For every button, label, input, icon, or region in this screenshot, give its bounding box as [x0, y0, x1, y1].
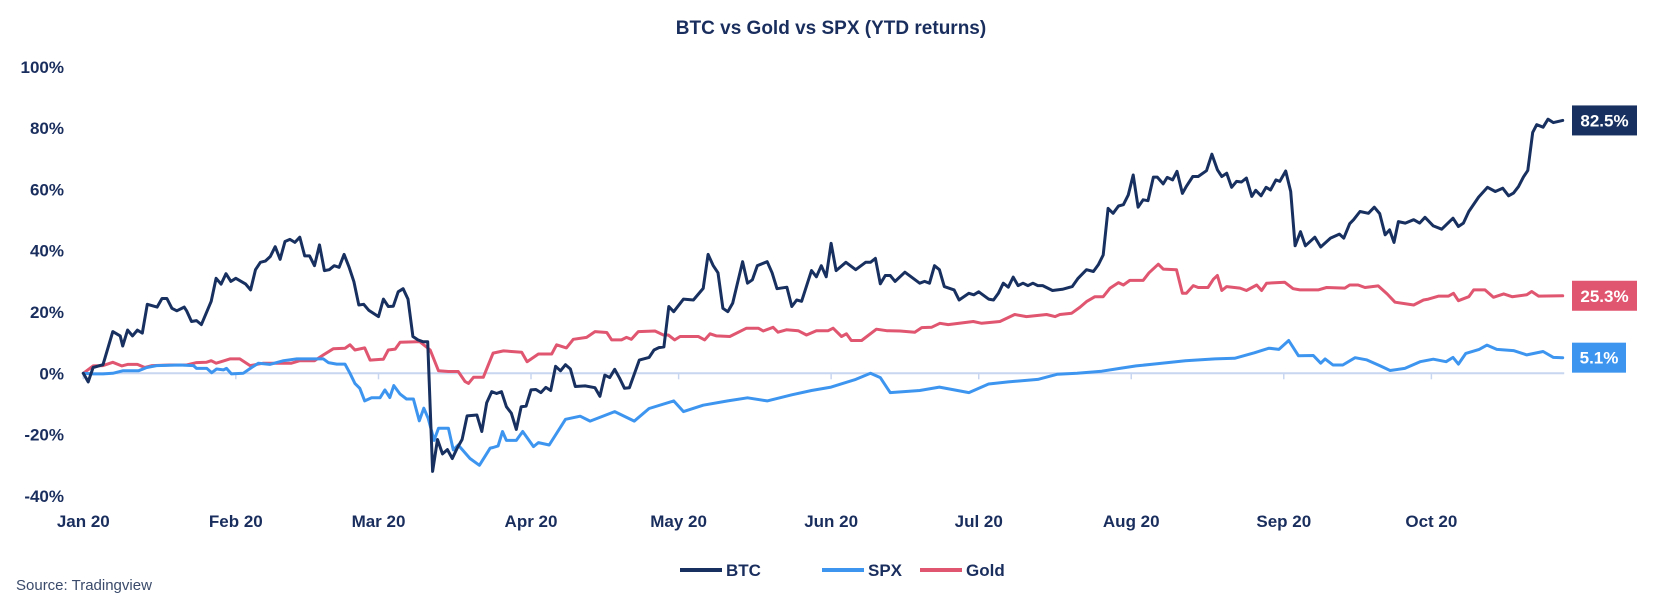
y-tick-label: 0% — [39, 364, 64, 383]
series-lines — [81, 117, 1565, 473]
series-line-spx — [81, 339, 1565, 467]
x-tick-label: Mar 20 — [352, 512, 406, 531]
x-tick-label: Oct 20 — [1405, 512, 1457, 531]
end-label-gold: 25.3% — [1572, 280, 1637, 311]
end-value-labels: 82.5% 5.1% 25.3% — [1572, 105, 1637, 373]
x-tick-label: Apr 20 — [505, 512, 558, 531]
end-label-box — [1572, 105, 1637, 136]
y-tick-label: -20% — [24, 426, 64, 445]
x-tick-label: Jul 20 — [955, 512, 1003, 531]
legend-label: Gold — [966, 561, 1005, 580]
y-tick-label: 100% — [21, 58, 64, 77]
y-tick-label: 60% — [30, 180, 64, 199]
series-line-gold — [81, 262, 1565, 385]
source-note: Source: Tradingview — [16, 577, 152, 594]
end-label-box — [1572, 280, 1637, 311]
legend-item-spx: SPX — [822, 561, 903, 580]
y-tick-label: 40% — [30, 242, 64, 261]
x-tick-label: Aug 20 — [1103, 512, 1160, 531]
legend: BTC SPX Gold — [680, 561, 1005, 580]
x-tick-label: Jan 20 — [57, 512, 110, 531]
y-tick-label: -40% — [24, 487, 64, 506]
x-tick-label: Jun 20 — [804, 512, 858, 531]
x-tick-label: Sep 20 — [1256, 512, 1311, 531]
series-line-btc — [81, 117, 1565, 473]
end-label-box — [1572, 342, 1626, 373]
y-tick-label: 20% — [30, 303, 64, 322]
x-tick-label: Feb 20 — [209, 512, 263, 531]
legend-item-gold: Gold — [920, 561, 1005, 580]
end-label-text: 5.1% — [1580, 349, 1619, 368]
y-axis: -40% -20% 0% 20% 40% 60% 80% 100% — [21, 58, 64, 506]
x-axis: Jan 20 Feb 20 Mar 20 Apr 20 May 20 Jun 20 Jul … — [57, 372, 1565, 531]
x-tick-label: May 20 — [650, 512, 707, 531]
chart-title: BTC vs Gold vs SPX (YTD returns) — [676, 18, 986, 39]
end-label-spx: 5.1% — [1572, 342, 1626, 373]
end-label-btc: 82.5% — [1572, 105, 1637, 136]
end-label-text: 25.3% — [1580, 287, 1628, 306]
legend-item-btc: BTC — [680, 561, 761, 580]
end-label-text: 82.5% — [1580, 111, 1628, 130]
y-tick-label: 80% — [30, 119, 64, 138]
legend-label: SPX — [868, 561, 903, 580]
legend-label: BTC — [726, 561, 761, 580]
